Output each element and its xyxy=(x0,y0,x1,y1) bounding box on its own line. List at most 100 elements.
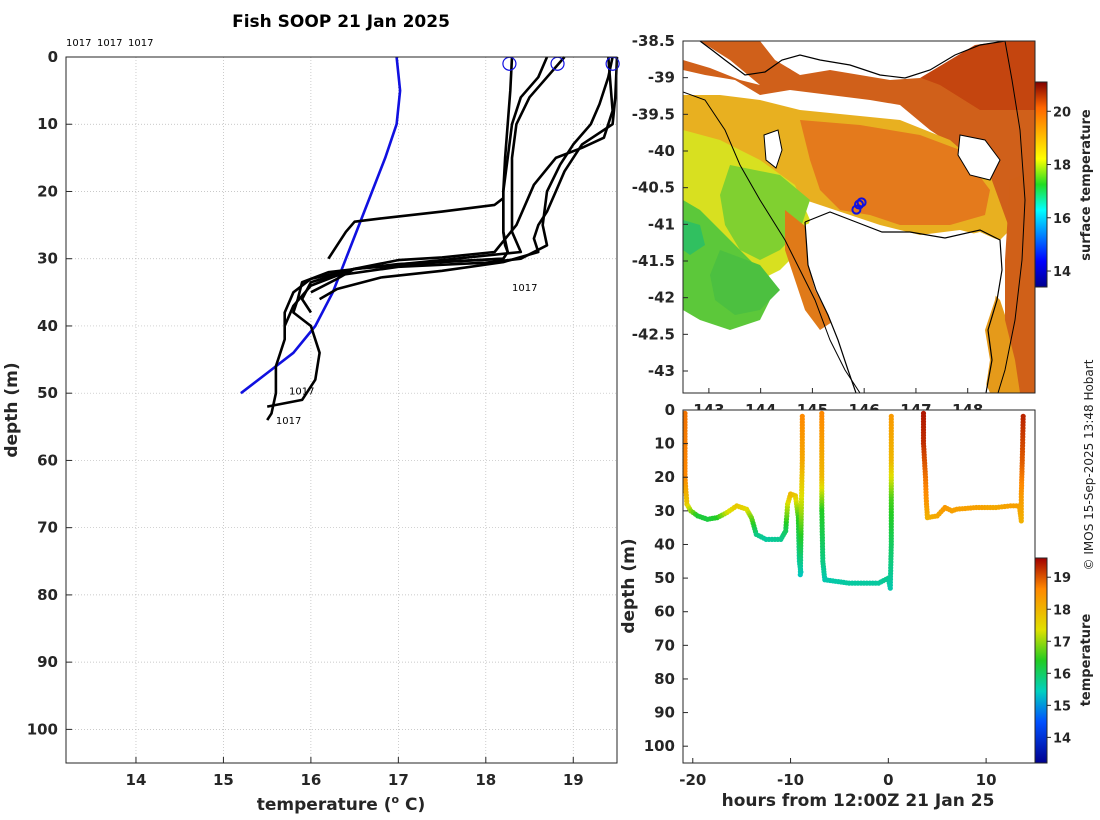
section-ytick-label-80: 80 xyxy=(654,670,675,688)
profile-label-2: 1017 xyxy=(289,387,314,398)
profile-chart: 1017 1017 1017 14 15 16 17 18 19 0 10 20 30 40 50 60 70… xyxy=(2,48,620,815)
section-colorbar-label: temperature xyxy=(1079,614,1094,707)
section-xtick-label--20: -20 xyxy=(679,771,706,789)
sst-map-field xyxy=(683,41,1035,393)
profile-id-row: 1017 1017 1017 xyxy=(66,38,153,49)
profile-id-3: 1017 xyxy=(128,38,153,49)
profile-x-label: temperature (o C) xyxy=(257,793,426,815)
profile-xtick-label-16: 16 xyxy=(300,771,321,789)
profile-labels: 1017 1017 1017 xyxy=(276,283,538,427)
series-climatology xyxy=(240,56,402,395)
surface-marker-1 xyxy=(502,56,517,71)
profile-ytick-label-80: 80 xyxy=(37,586,58,604)
profile-ytick-label-30: 30 xyxy=(37,250,58,268)
track-point-3 xyxy=(856,197,867,208)
section-ytick-label-10: 10 xyxy=(654,435,675,453)
map-cbtick-label-16: 16 xyxy=(1053,212,1071,227)
section-colorbar-ticks: 14 15 16 17 18 19 xyxy=(1047,571,1071,746)
profile-series-group xyxy=(240,56,619,421)
profile-ytick-label-0: 0 xyxy=(48,48,58,66)
section-cbtick-label-18: 18 xyxy=(1053,603,1071,618)
profile-ytick-label-100: 100 xyxy=(27,720,58,738)
coastline-tasmania-west xyxy=(804,221,857,393)
section-ytick-label-90: 90 xyxy=(654,704,675,722)
coastline-victoria xyxy=(699,41,1006,79)
section-ytick-label-40: 40 xyxy=(654,535,675,553)
bathymetry-contour-east xyxy=(997,41,1026,393)
profile-ytick-label-60: 60 xyxy=(37,451,58,469)
profile-grid xyxy=(66,56,617,763)
section-colorbar xyxy=(1034,557,1048,764)
section-xtick-label-0: 0 xyxy=(883,771,893,789)
map-ytick-label-7: -42 xyxy=(648,289,675,307)
map-ytick-label-2: -39.5 xyxy=(632,105,675,123)
map-ytick-label-9: -43 xyxy=(648,362,675,380)
coastline-tasmania-north-east xyxy=(804,211,1003,393)
series-profile-4 xyxy=(300,56,566,314)
profile-axes-box xyxy=(65,56,618,764)
bathymetry-contour-west xyxy=(683,91,861,393)
section-background xyxy=(683,410,1035,763)
series-profile-6 xyxy=(310,56,614,294)
map-colorbar-label: surface temperature xyxy=(1079,109,1094,261)
section-ticks: 0 10 20 30 40 50 60 70 80 90 100-20 -10 0 10 xyxy=(644,401,997,789)
profile-y-label: depth (m) xyxy=(2,362,22,457)
section-cbtick-label-17: 17 xyxy=(1053,635,1071,650)
section-cbtick-label-15: 15 xyxy=(1053,699,1071,714)
map-colorbar xyxy=(1034,81,1048,288)
profile-ytick-label-20: 20 xyxy=(37,182,58,200)
section-cbtick-label-19: 19 xyxy=(1053,571,1071,586)
track-point-2 xyxy=(851,204,862,215)
profile-label-1: 1017 xyxy=(512,283,537,294)
section-cbtick-label-16: 16 xyxy=(1053,667,1071,682)
series-profile-1 xyxy=(266,56,514,421)
sst-map: -38.5 -39 -39.5 -40 -40.5 -41 -41.5 -42 -42.5 -43… xyxy=(632,32,1094,419)
profile-ytick-label-40: 40 xyxy=(37,317,58,335)
map-ytick-label-1: -39 xyxy=(648,69,675,87)
map-ytick-label-5: -41 xyxy=(648,215,675,233)
section-ytick-label-70: 70 xyxy=(654,636,675,654)
profile-xtick-label-15: 15 xyxy=(213,771,234,789)
profile-id-2: 1017 xyxy=(97,38,122,49)
section-ytick-label-100: 100 xyxy=(644,737,675,755)
section-xtick-label--10: -10 xyxy=(777,771,804,789)
section-point-3-114 xyxy=(1020,413,1026,419)
map-cbtick-label-20: 20 xyxy=(1053,105,1071,120)
section-xtick-label-10: 10 xyxy=(976,771,997,789)
series-profile-2 xyxy=(266,56,549,408)
profile-ytick-label-50: 50 xyxy=(37,384,58,402)
section-point-2-144 xyxy=(888,413,894,419)
section-y-label: depth (m) xyxy=(619,538,639,633)
section-ytick-label-60: 60 xyxy=(654,603,675,621)
map-ytick-label-6: -41.5 xyxy=(632,252,675,270)
track-point-1 xyxy=(854,199,864,210)
profile-ytick-label-10: 10 xyxy=(37,115,58,133)
profile-ticks: 14 15 16 17 18 19 0 10 20 30 40 50 60 70 80 90 100 xyxy=(27,48,584,789)
section-ytick-label-50: 50 xyxy=(654,569,675,587)
profile-ytick-label-70: 70 xyxy=(37,519,58,537)
profile-id-1: 1017 xyxy=(66,38,91,49)
map-ytick-label-0: -38.5 xyxy=(632,32,675,50)
map-colorbar-ticks: 14 16 18 20 xyxy=(1047,105,1071,280)
profile-xtick-label-18: 18 xyxy=(475,771,496,789)
section-ytick-label-0: 0 xyxy=(665,401,675,419)
series-profile-5 xyxy=(318,56,619,301)
profile-ytick-label-90: 90 xyxy=(37,653,58,671)
map-ytick-label-8: -42.5 xyxy=(632,325,675,343)
section-cbtick-label-14: 14 xyxy=(1053,731,1071,746)
section-ytick-label-30: 30 xyxy=(654,502,675,520)
depth-time-section-chart: 0 10 20 30 40 50 60 70 80 90 100-20 -10 0 10 hours fr… xyxy=(619,401,1094,811)
series-profile-7 xyxy=(327,197,505,260)
copyright-notice: © IMOS 15-Sep-2025 13:48 Hobart xyxy=(1082,359,1096,570)
section-point-1-54 xyxy=(799,413,805,419)
section-points xyxy=(682,410,1026,591)
profile-xtick-label-19: 19 xyxy=(563,771,584,789)
profile-xtick-label-14: 14 xyxy=(126,771,147,789)
ship-track-points xyxy=(851,197,867,215)
section-x-label: hours from 12:00Z 21 Jan 25 xyxy=(722,791,995,811)
map-cbtick-label-18: 18 xyxy=(1053,159,1071,174)
map-ytick-label-4: -40.5 xyxy=(632,179,675,197)
map-cbtick-label-14: 14 xyxy=(1053,265,1071,280)
profile-label-3: 1017 xyxy=(276,416,301,427)
